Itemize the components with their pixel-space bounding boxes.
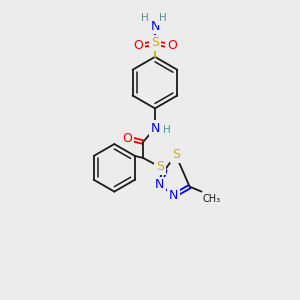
Text: H: H — [141, 13, 149, 23]
Text: S: S — [172, 148, 180, 161]
Text: O: O — [122, 132, 132, 145]
Text: N: N — [150, 122, 160, 135]
Text: N: N — [155, 178, 165, 191]
Text: CH₃: CH₃ — [202, 194, 220, 204]
Text: H: H — [163, 125, 171, 135]
Text: S: S — [156, 160, 164, 173]
Text: H: H — [159, 13, 167, 23]
Text: N: N — [150, 20, 160, 33]
Text: O: O — [133, 40, 143, 52]
Text: O: O — [167, 40, 177, 52]
Text: N: N — [169, 189, 178, 202]
Text: S: S — [151, 37, 159, 50]
